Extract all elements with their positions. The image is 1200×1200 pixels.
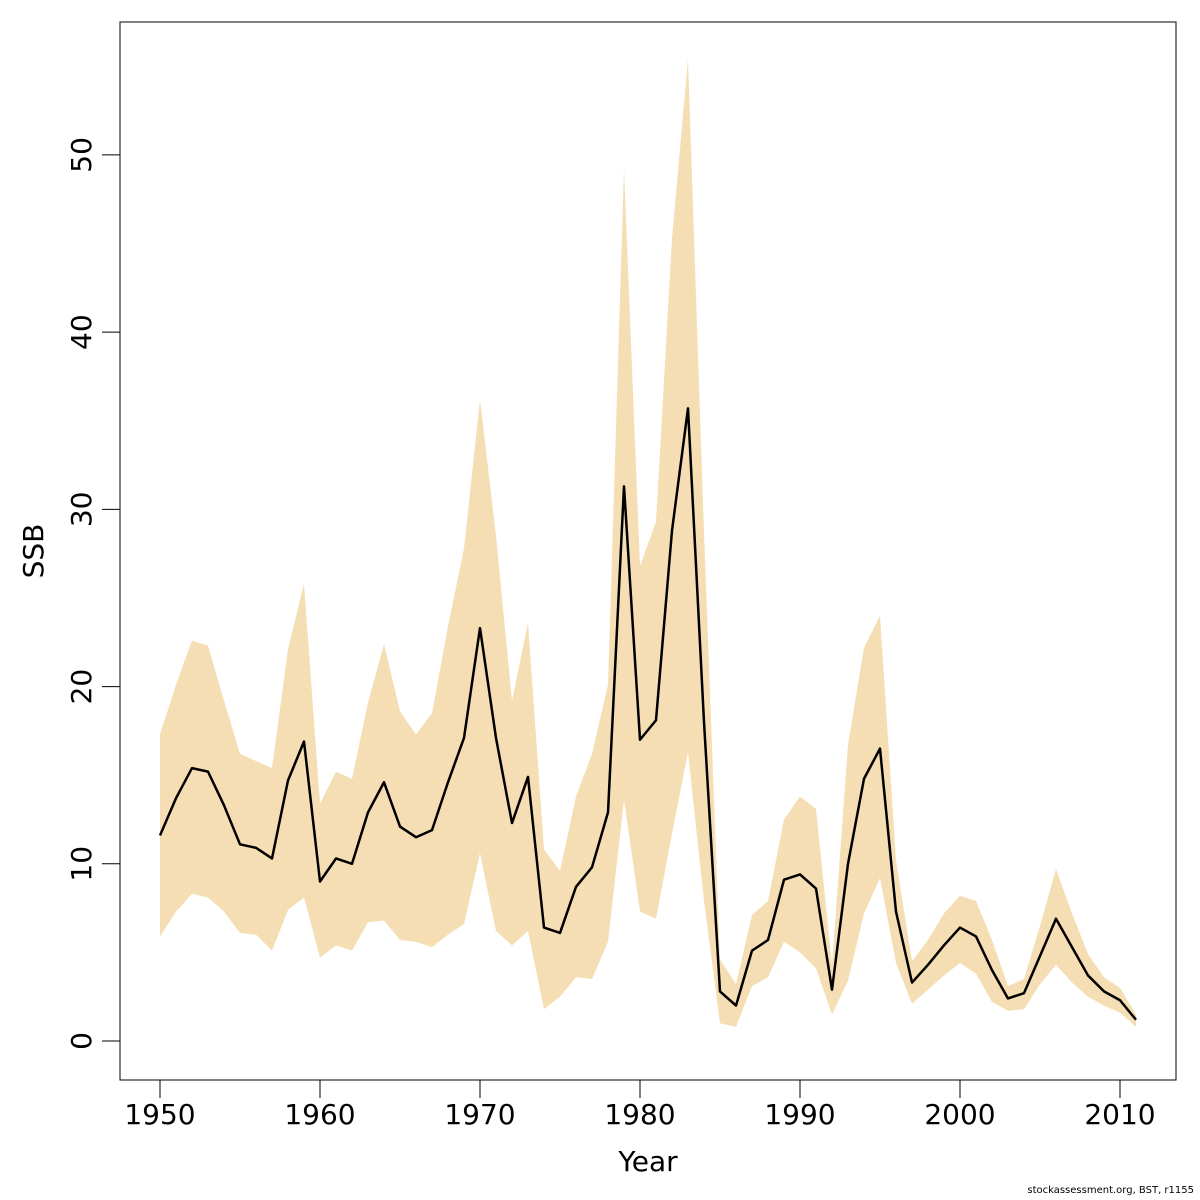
x-tick-label: 2010 — [1084, 1098, 1155, 1131]
x-tick-label: 2000 — [924, 1098, 995, 1131]
x-axis-title: Year — [617, 1145, 678, 1178]
x-tick-label: 1990 — [764, 1098, 835, 1131]
x-tick-label: 1970 — [444, 1098, 515, 1131]
y-tick-label: 30 — [65, 492, 98, 528]
y-axis-title: SSB — [17, 524, 50, 579]
confidence-band — [160, 59, 1136, 1027]
ssb-line-layer — [158, 407, 1137, 1021]
y-tick-label: 20 — [65, 669, 98, 705]
credit-text: stockassessment.org, BST, r1155 — [1027, 1185, 1194, 1196]
y-tick-label: 10 — [65, 846, 98, 882]
y-tick-label: 40 — [65, 314, 98, 350]
x-tick-label: 1980 — [604, 1098, 675, 1131]
y-tick-label: 0 — [65, 1032, 98, 1050]
x-tick-label: 1950 — [124, 1098, 195, 1131]
y-axis: 0 10 20 30 40 50 — [65, 137, 121, 1050]
ssb-line — [158, 407, 1137, 1021]
y-tick-label: 50 — [65, 137, 98, 173]
confidence-band-layer — [160, 59, 1136, 1027]
x-axis: 1950 1960 1970 1980 1990 2000 2010 — [124, 1079, 1156, 1131]
x-tick-label: 1960 — [284, 1098, 355, 1131]
